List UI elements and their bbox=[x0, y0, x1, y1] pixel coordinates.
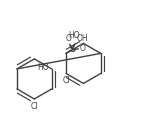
Text: Cl: Cl bbox=[63, 76, 70, 85]
Text: HO: HO bbox=[37, 63, 48, 72]
Text: HO: HO bbox=[68, 31, 80, 40]
Text: Cl: Cl bbox=[31, 102, 38, 111]
Text: S: S bbox=[69, 45, 75, 54]
Text: O: O bbox=[66, 34, 72, 43]
Text: O: O bbox=[80, 44, 86, 53]
Text: OH: OH bbox=[76, 34, 88, 43]
